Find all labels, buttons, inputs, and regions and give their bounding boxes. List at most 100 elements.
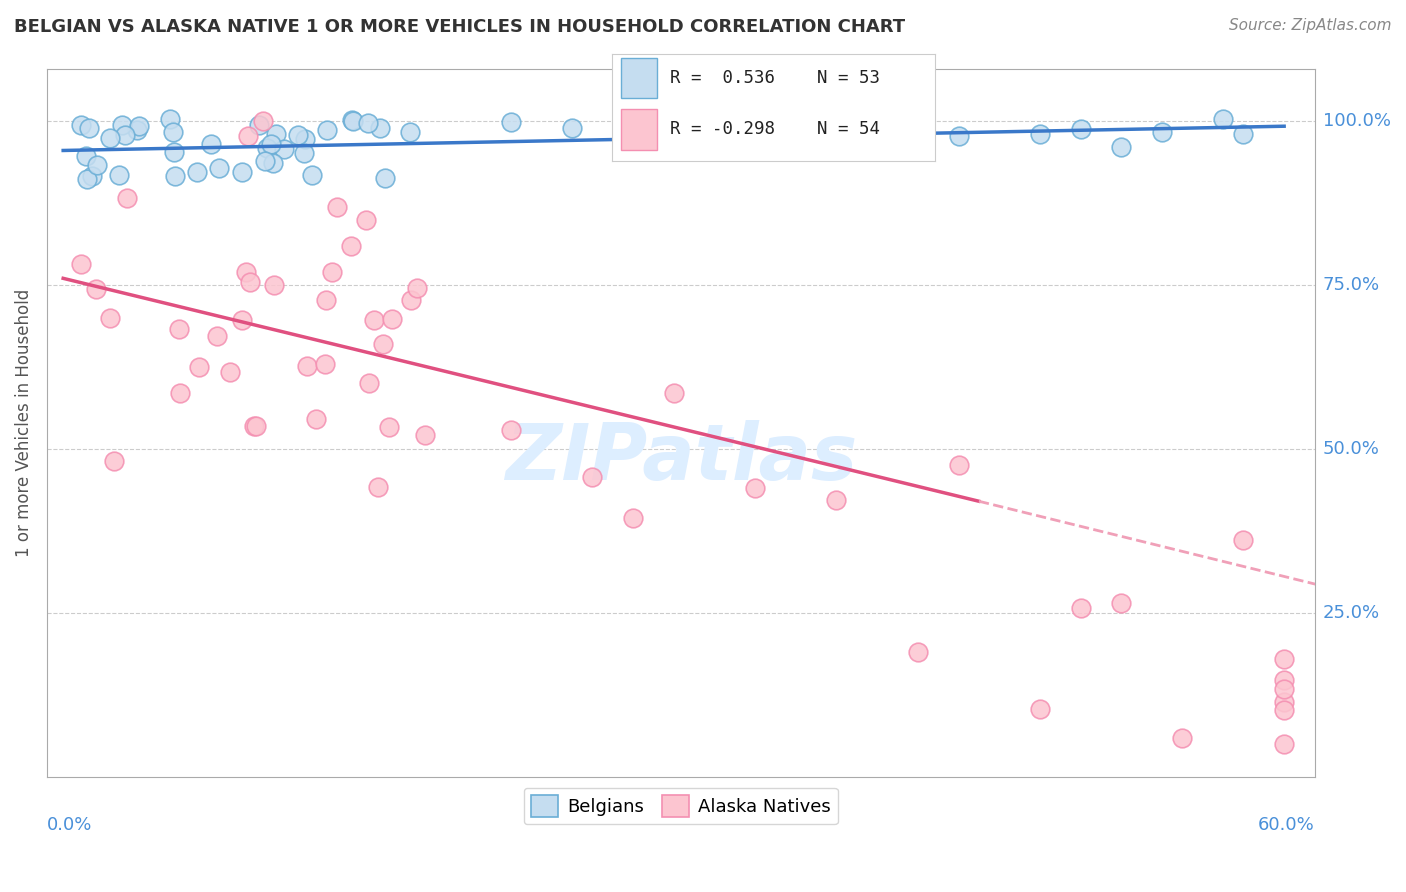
Point (70, 118, 93, 132)
Point (231, 165, 253, 179)
Point (907, 645, 929, 659)
Point (1150, 125, 1173, 139)
Point (315, 293, 337, 308)
Point (208, 161, 231, 175)
Bar (621, 109, 657, 150)
Point (294, 132, 316, 146)
Text: 60.0%: 60.0% (1258, 815, 1315, 833)
Point (167, 322, 190, 336)
Text: 75.0%: 75.0% (1323, 276, 1381, 293)
Point (354, 213, 377, 227)
Point (363, 312, 385, 326)
Point (744, 136, 766, 150)
Bar (621, 58, 657, 98)
Point (1232, 533, 1254, 547)
Point (259, 136, 281, 151)
Point (188, 359, 211, 374)
Point (406, 281, 429, 295)
Point (111, 118, 134, 132)
Point (866, 141, 889, 155)
Point (367, 480, 389, 494)
Point (305, 411, 328, 425)
Point (1272, 681, 1295, 696)
Text: 50.0%: 50.0% (1323, 440, 1379, 458)
Point (169, 386, 191, 401)
Point (326, 200, 349, 214)
Point (662, 132, 685, 146)
Point (108, 168, 131, 182)
Text: R = -0.298    N = 54: R = -0.298 N = 54 (669, 120, 880, 138)
Point (561, 120, 583, 135)
Text: BELGIAN VS ALASKA NATIVE 1 OR MORE VEHICLES IN HOUSEHOLD CORRELATION CHART: BELGIAN VS ALASKA NATIVE 1 OR MORE VEHIC… (14, 18, 905, 36)
Point (1272, 695, 1295, 709)
Point (499, 115, 522, 129)
Point (256, 140, 278, 154)
Point (263, 278, 285, 293)
Point (236, 128, 259, 143)
Point (242, 418, 264, 433)
Point (273, 142, 295, 156)
Point (186, 164, 208, 178)
Point (621, 118, 644, 132)
Point (98, 131, 121, 145)
Point (262, 156, 284, 170)
Point (1171, 731, 1194, 745)
Point (76, 172, 98, 186)
Point (744, 481, 766, 495)
Point (314, 358, 336, 372)
Point (825, 120, 848, 134)
Point (80, 169, 103, 183)
Point (114, 128, 136, 143)
Point (1232, 127, 1254, 141)
Point (621, 511, 644, 525)
Point (413, 427, 436, 442)
Point (162, 125, 184, 139)
Point (398, 125, 420, 139)
Point (703, 136, 725, 151)
Point (231, 313, 253, 327)
Point (399, 293, 422, 307)
Point (1029, 702, 1052, 716)
Point (581, 469, 603, 483)
Text: 100.0%: 100.0% (1323, 112, 1391, 130)
Point (253, 153, 276, 168)
Point (115, 191, 138, 205)
Point (357, 376, 380, 390)
Text: R =  0.536    N = 53: R = 0.536 N = 53 (669, 70, 880, 87)
Point (84, 282, 107, 296)
Point (86, 158, 108, 172)
Point (252, 114, 274, 128)
Point (295, 359, 318, 373)
Point (340, 239, 363, 253)
Point (239, 276, 262, 290)
Point (292, 145, 315, 160)
Point (1272, 673, 1295, 687)
Point (1272, 651, 1295, 665)
Point (249, 118, 271, 132)
Point (371, 336, 394, 351)
Point (948, 128, 970, 143)
Point (1272, 737, 1295, 751)
Point (357, 116, 380, 130)
Point (1212, 112, 1234, 126)
Point (1070, 601, 1092, 615)
Y-axis label: 1 or more Vehicles in Household: 1 or more Vehicles in Household (15, 288, 32, 557)
Point (368, 121, 391, 136)
Point (378, 420, 401, 434)
Point (200, 136, 222, 151)
Point (342, 113, 364, 128)
Point (1111, 596, 1133, 610)
Text: 25.0%: 25.0% (1323, 604, 1381, 622)
Point (499, 423, 522, 437)
Point (205, 329, 228, 343)
Point (1070, 122, 1092, 136)
Point (75, 149, 97, 163)
Point (100, 311, 122, 326)
Point (662, 385, 685, 400)
Point (381, 312, 404, 326)
Point (163, 145, 186, 160)
Point (159, 112, 181, 126)
Text: Source: ZipAtlas.com: Source: ZipAtlas.com (1229, 18, 1392, 33)
Point (825, 493, 848, 508)
Point (374, 171, 396, 186)
